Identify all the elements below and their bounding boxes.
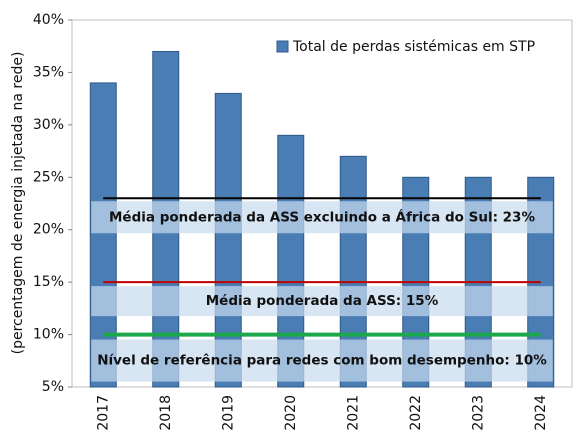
x-tick-label: 2024	[533, 395, 549, 431]
x-tick-label: 2023	[470, 395, 486, 431]
y-tick-label: 5%	[42, 379, 64, 395]
x-tick-label: 2019	[220, 395, 236, 431]
y-tick-label: 35%	[33, 64, 64, 80]
y-tick-label: 20%	[33, 222, 64, 238]
reference-label: Média ponderada da ASS excluindo a Áfric…	[109, 208, 535, 225]
legend-label: Total de perdas sistémicas em STP	[292, 39, 535, 55]
x-tick-label: 2021	[345, 395, 361, 431]
legend-swatch	[276, 40, 289, 53]
y-tick-label: 30%	[33, 117, 64, 133]
y-tick-label: 10%	[33, 327, 64, 343]
y-tick-label: 40%	[33, 12, 64, 28]
annotation-band	[91, 201, 553, 234]
bar	[214, 92, 242, 388]
y-axis-label: (percentagem de energia injetada na rede…	[10, 52, 26, 355]
plot-frame	[71, 19, 573, 388]
y-tick-label: 15%	[33, 274, 64, 290]
reference-label: Média ponderada da ASS: 15%	[206, 293, 439, 309]
x-tick-label: 2017	[95, 395, 111, 431]
annotation-band	[91, 286, 553, 317]
x-tick-label: 2020	[283, 395, 299, 431]
x-tick-label: 2022	[408, 395, 424, 431]
y-tick-label: 25%	[33, 169, 64, 185]
annotation-band	[91, 339, 553, 382]
reference-label: Nível de referência para redes com bom d…	[97, 353, 547, 369]
x-tick-label: 2018	[158, 395, 174, 431]
